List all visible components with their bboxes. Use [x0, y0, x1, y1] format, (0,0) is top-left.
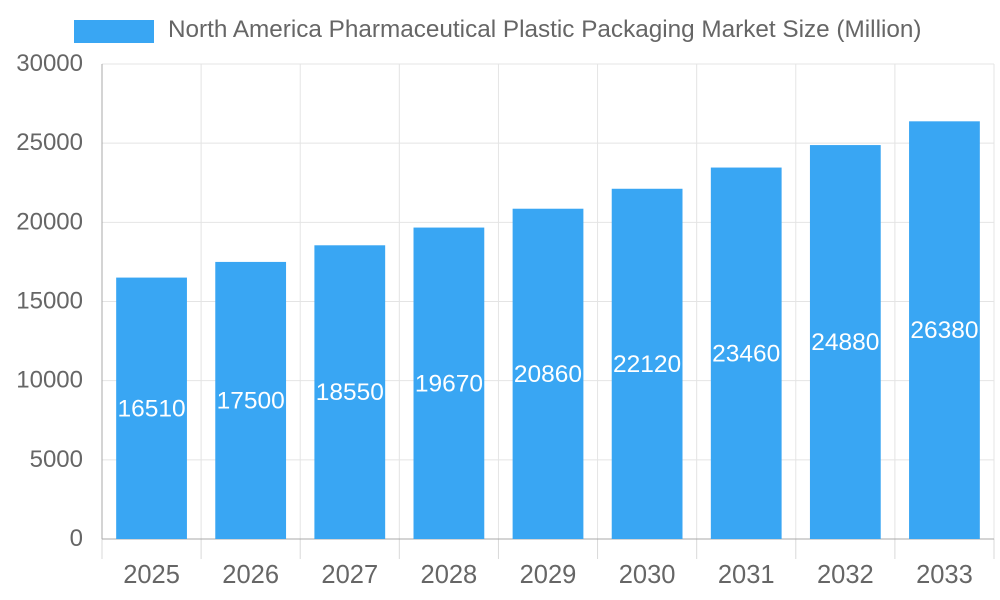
svg-text:5000: 5000: [30, 446, 83, 473]
svg-text:26380: 26380: [910, 317, 978, 344]
svg-text:25000: 25000: [16, 129, 83, 156]
svg-text:23460: 23460: [712, 340, 780, 367]
svg-text:24880: 24880: [811, 329, 879, 356]
svg-text:20000: 20000: [16, 208, 83, 235]
svg-text:2032: 2032: [817, 561, 874, 589]
svg-text:North America Pharmaceutical P: North America Pharmaceutical Plastic Pac…: [168, 16, 921, 43]
svg-text:20860: 20860: [514, 361, 582, 388]
svg-text:0: 0: [70, 525, 83, 552]
svg-text:2026: 2026: [222, 561, 279, 589]
svg-text:2025: 2025: [123, 561, 180, 589]
svg-text:15000: 15000: [16, 288, 83, 315]
svg-text:18550: 18550: [316, 379, 384, 406]
svg-text:10000: 10000: [16, 367, 83, 394]
svg-text:19670: 19670: [415, 370, 483, 397]
svg-text:17500: 17500: [217, 387, 285, 414]
svg-text:30000: 30000: [16, 50, 83, 77]
svg-text:2033: 2033: [916, 561, 973, 589]
svg-text:2027: 2027: [321, 561, 378, 589]
svg-text:2028: 2028: [421, 561, 478, 589]
svg-text:22120: 22120: [613, 351, 681, 378]
svg-text:2029: 2029: [520, 561, 577, 589]
svg-text:2030: 2030: [619, 561, 676, 589]
svg-text:16510: 16510: [117, 395, 185, 422]
svg-text:2031: 2031: [718, 561, 775, 589]
